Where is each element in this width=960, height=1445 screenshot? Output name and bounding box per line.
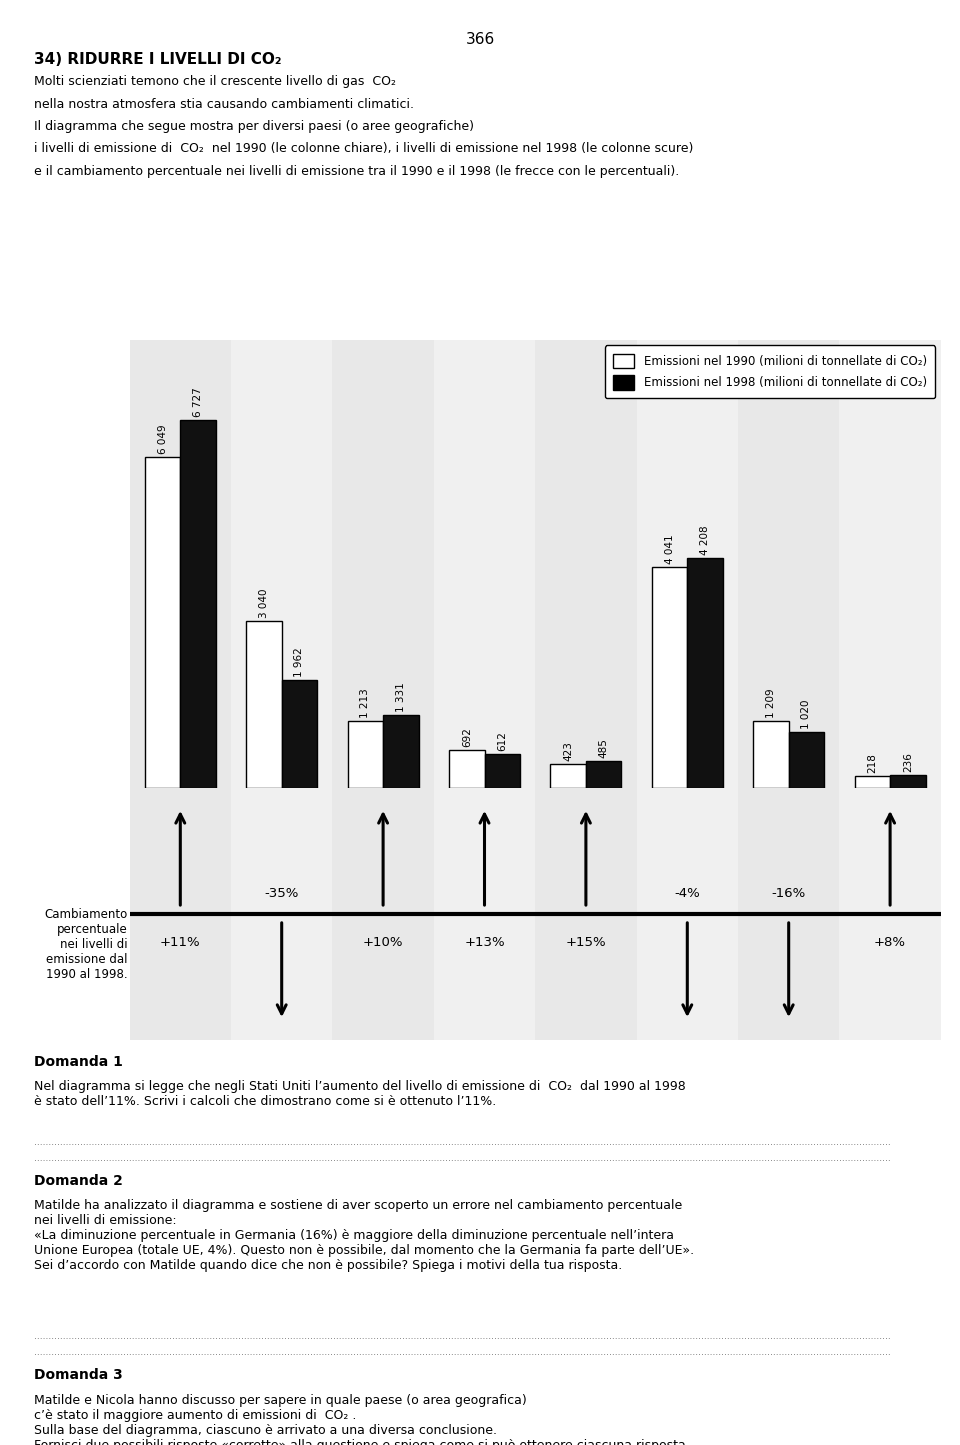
- Bar: [180, 420, 216, 788]
- Bar: [231, 340, 332, 788]
- Text: 1 213: 1 213: [360, 688, 371, 718]
- Text: Cambiamento
percentuale
nei livelli di
emissione dal
1990 al 1998.: Cambiamento percentuale nei livelli di e…: [44, 907, 128, 981]
- Bar: [130, 340, 231, 788]
- Legend: Emissioni nel 1990 (milioni di tonnellate di CO₂), Emissioni nel 1998 (milioni d: Emissioni nel 1990 (milioni di tonnellat…: [605, 345, 935, 397]
- Text: Matilde e Nicola hanno discusso per sapere in quale paese (o area geografica)
c’: Matilde e Nicola hanno discusso per sape…: [34, 1393, 689, 1445]
- Text: 3 040: 3 040: [259, 590, 269, 618]
- Bar: [652, 566, 687, 788]
- Bar: [687, 558, 723, 788]
- Text: 4 208: 4 208: [700, 525, 710, 555]
- Text: 236: 236: [902, 751, 913, 772]
- Bar: [348, 721, 383, 788]
- Text: 692: 692: [462, 727, 471, 747]
- Bar: [332, 340, 434, 788]
- Bar: [449, 750, 485, 788]
- Bar: [383, 715, 419, 788]
- Bar: [434, 788, 535, 1040]
- Text: 6 727: 6 727: [193, 387, 204, 418]
- Bar: [890, 775, 925, 788]
- Text: 6 049: 6 049: [157, 425, 168, 454]
- Text: -16%: -16%: [772, 887, 805, 899]
- Text: nella nostra atmosfera stia causando cambiamenti climatici.: nella nostra atmosfera stia causando cam…: [34, 98, 414, 110]
- Bar: [145, 457, 180, 788]
- Text: 1 962: 1 962: [295, 647, 304, 678]
- Bar: [281, 681, 317, 788]
- Text: 423: 423: [564, 741, 573, 762]
- Text: Nel diagramma si legge che negli Stati Uniti l’aumento del livello di emissione : Nel diagramma si legge che negli Stati U…: [34, 1081, 685, 1108]
- Bar: [738, 788, 839, 1040]
- Text: +13%: +13%: [465, 936, 505, 948]
- Text: Matilde ha analizzato il diagramma e sostiene di aver scoperto un errore nel cam: Matilde ha analizzato il diagramma e sos…: [34, 1199, 694, 1273]
- Text: ................................................................................: ........................................…: [34, 1139, 890, 1147]
- Text: 1 020: 1 020: [802, 699, 811, 728]
- Bar: [332, 788, 434, 1040]
- Text: ................................................................................: ........................................…: [34, 1348, 890, 1357]
- Text: +15%: +15%: [565, 936, 606, 948]
- Text: Molti scienziati temono che il crescente livello di gas  CO₂: Molti scienziati temono che il crescente…: [34, 75, 396, 88]
- Text: 485: 485: [599, 738, 609, 759]
- Bar: [434, 340, 535, 788]
- Bar: [754, 721, 789, 788]
- Text: -4%: -4%: [675, 887, 700, 899]
- Bar: [738, 340, 839, 788]
- Text: Domanda 2: Domanda 2: [34, 1173, 123, 1188]
- Text: 218: 218: [867, 753, 877, 773]
- Bar: [246, 621, 281, 788]
- Text: 1 331: 1 331: [396, 682, 406, 712]
- Text: Domanda 3: Domanda 3: [34, 1368, 122, 1383]
- Bar: [839, 788, 941, 1040]
- Text: Il diagramma che segue mostra per diversi paesi (o aree geografiche): Il diagramma che segue mostra per divers…: [34, 120, 473, 133]
- Bar: [550, 764, 586, 788]
- Bar: [636, 340, 738, 788]
- Text: e il cambiamento percentuale nei livelli di emissione tra il 1990 e il 1998 (le : e il cambiamento percentuale nei livelli…: [34, 165, 679, 178]
- Bar: [231, 788, 332, 1040]
- Text: +10%: +10%: [363, 936, 403, 948]
- Text: 612: 612: [497, 731, 507, 751]
- Text: ................................................................................: ........................................…: [34, 1153, 890, 1163]
- Text: Domanda 1: Domanda 1: [34, 1055, 123, 1069]
- Text: -35%: -35%: [265, 887, 299, 899]
- Text: 34) RIDURRE I LIVELLI DI CO₂: 34) RIDURRE I LIVELLI DI CO₂: [34, 52, 281, 66]
- Text: 366: 366: [466, 32, 494, 46]
- Bar: [854, 776, 890, 788]
- Text: ................................................................................: ........................................…: [34, 1332, 890, 1341]
- Bar: [536, 788, 636, 1040]
- Bar: [485, 754, 520, 788]
- Text: +11%: +11%: [160, 936, 201, 948]
- Text: 1 209: 1 209: [766, 689, 776, 718]
- Text: i livelli di emissione di  CO₂  nel 1990 (le colonne chiare), i livelli di emiss: i livelli di emissione di CO₂ nel 1990 (…: [34, 143, 693, 155]
- Bar: [839, 340, 941, 788]
- Bar: [536, 340, 636, 788]
- Bar: [130, 788, 231, 1040]
- Text: 4 041: 4 041: [664, 535, 675, 564]
- Bar: [636, 788, 738, 1040]
- Bar: [586, 762, 621, 788]
- Text: +8%: +8%: [875, 936, 906, 948]
- Bar: [789, 731, 825, 788]
